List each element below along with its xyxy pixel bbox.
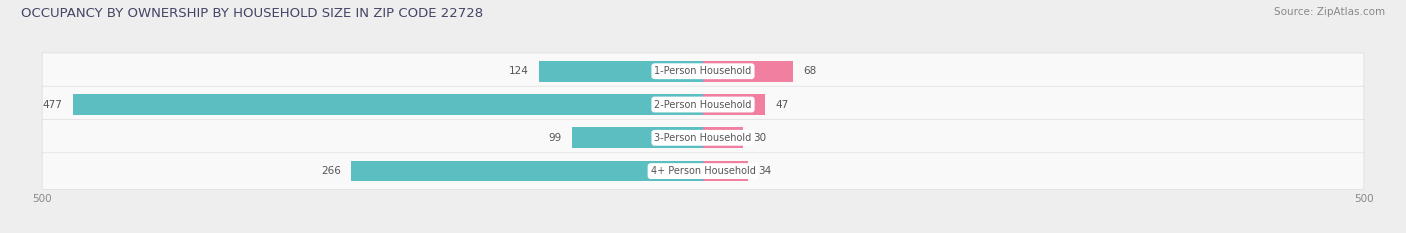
FancyBboxPatch shape [42, 153, 1364, 189]
Text: 2-Person Household: 2-Person Household [654, 99, 752, 110]
Text: 266: 266 [321, 166, 340, 176]
Text: 30: 30 [754, 133, 766, 143]
Text: 1-Person Household: 1-Person Household [654, 66, 752, 76]
FancyBboxPatch shape [42, 120, 1364, 156]
FancyBboxPatch shape [42, 53, 1364, 89]
Text: 99: 99 [548, 133, 561, 143]
Text: 3-Person Household: 3-Person Household [654, 133, 752, 143]
Bar [703, 94, 765, 115]
Text: Source: ZipAtlas.com: Source: ZipAtlas.com [1274, 7, 1385, 17]
Text: 124: 124 [509, 66, 529, 76]
Bar [703, 61, 793, 82]
Bar [538, 61, 703, 82]
Bar [703, 161, 748, 182]
Text: 34: 34 [758, 166, 772, 176]
FancyBboxPatch shape [42, 86, 1364, 123]
Text: 4+ Person Household: 4+ Person Household [651, 166, 755, 176]
Bar [352, 161, 703, 182]
Text: OCCUPANCY BY OWNERSHIP BY HOUSEHOLD SIZE IN ZIP CODE 22728: OCCUPANCY BY OWNERSHIP BY HOUSEHOLD SIZE… [21, 7, 484, 20]
Bar [572, 127, 703, 148]
Bar [703, 127, 742, 148]
Text: 477: 477 [42, 99, 62, 110]
Bar [73, 94, 703, 115]
Text: 68: 68 [803, 66, 817, 76]
Text: 47: 47 [776, 99, 789, 110]
